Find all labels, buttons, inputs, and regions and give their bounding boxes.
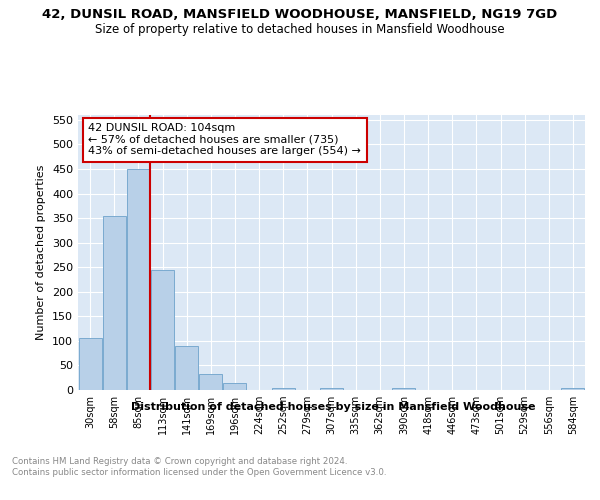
Bar — [320, 388, 343, 390]
Text: Contains HM Land Registry data © Crown copyright and database right 2024.
Contai: Contains HM Land Registry data © Crown c… — [12, 458, 386, 477]
Text: Distribution of detached houses by size in Mansfield Woodhouse: Distribution of detached houses by size … — [131, 402, 535, 412]
Bar — [562, 388, 584, 390]
Bar — [392, 388, 415, 390]
Bar — [199, 374, 222, 390]
Bar — [127, 169, 150, 390]
Bar — [79, 338, 101, 390]
Text: Size of property relative to detached houses in Mansfield Woodhouse: Size of property relative to detached ho… — [95, 22, 505, 36]
Bar — [223, 382, 247, 390]
Bar — [151, 270, 174, 390]
Text: 42, DUNSIL ROAD, MANSFIELD WOODHOUSE, MANSFIELD, NG19 7GD: 42, DUNSIL ROAD, MANSFIELD WOODHOUSE, MA… — [43, 8, 557, 20]
Text: 42 DUNSIL ROAD: 104sqm
← 57% of detached houses are smaller (735)
43% of semi-de: 42 DUNSIL ROAD: 104sqm ← 57% of detached… — [88, 123, 361, 156]
Bar — [103, 216, 125, 390]
Y-axis label: Number of detached properties: Number of detached properties — [37, 165, 46, 340]
Bar — [175, 346, 198, 390]
Bar — [272, 388, 295, 390]
